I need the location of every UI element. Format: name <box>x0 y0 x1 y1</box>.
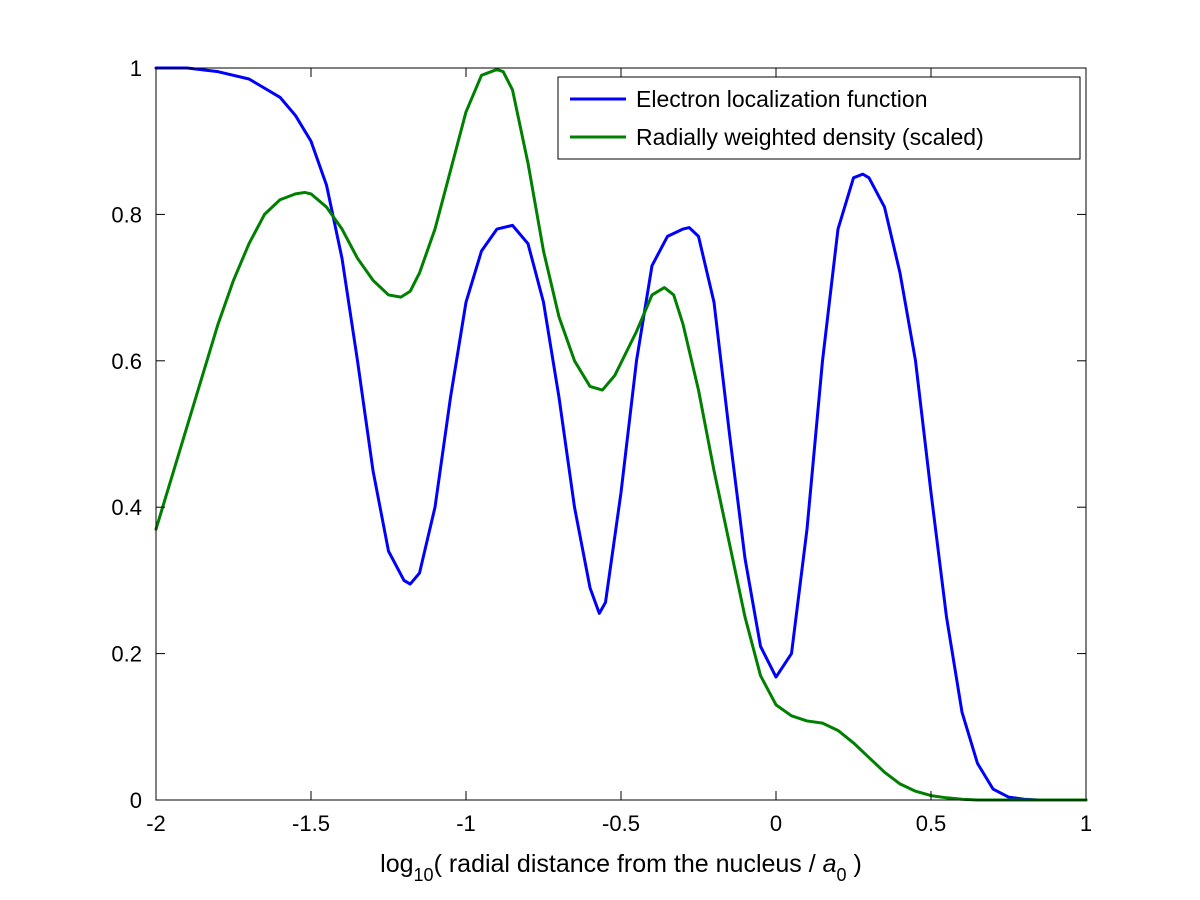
x-tick-label: -2 <box>146 811 166 836</box>
x-tick-label: 0 <box>770 811 782 836</box>
x-label-variable-subscript: 0 <box>837 865 847 885</box>
x-tick-label: 1 <box>1080 811 1092 836</box>
x-label-prefix: log <box>380 850 413 878</box>
x-tick-label: -1.5 <box>292 811 330 836</box>
ticks: -2 -1.5 -1 -0.5 0 0.5 1 0 0.2 0.4 0.6 0.8 1 <box>111 56 1092 836</box>
legend-label-2: Radially weighted density (scaled) <box>636 124 984 150</box>
x-label-subscript: 10 <box>414 865 434 885</box>
x-tick-label: 0.5 <box>916 811 947 836</box>
y-tick-label: 0.6 <box>111 349 142 374</box>
y-tick-label: 1 <box>130 56 142 81</box>
series-lines <box>154 66 1088 802</box>
plot-area <box>156 68 1086 800</box>
legend: Electron localization function Radially w… <box>557 76 1081 160</box>
x-label-suffix: ) <box>847 850 862 878</box>
x-tick-label: -1 <box>456 811 476 836</box>
y-tick-label: 0 <box>130 788 142 813</box>
legend-box <box>557 76 1081 160</box>
x-axis-label: log10( radial distance from the nucleus … <box>380 850 862 885</box>
series-line-2 <box>154 67 1088 802</box>
y-tick-label: 0.4 <box>111 495 142 520</box>
y-tick-label: 0.2 <box>111 642 142 667</box>
x-label-middle: ( radial distance from the nucleus / <box>434 850 823 878</box>
legend-label-1: Electron localization function <box>636 86 928 112</box>
x-label-variable: a <box>823 850 837 878</box>
x-tick-label: -0.5 <box>602 811 640 836</box>
plot-background <box>156 68 1086 800</box>
y-tick-label: 0.8 <box>111 202 142 227</box>
